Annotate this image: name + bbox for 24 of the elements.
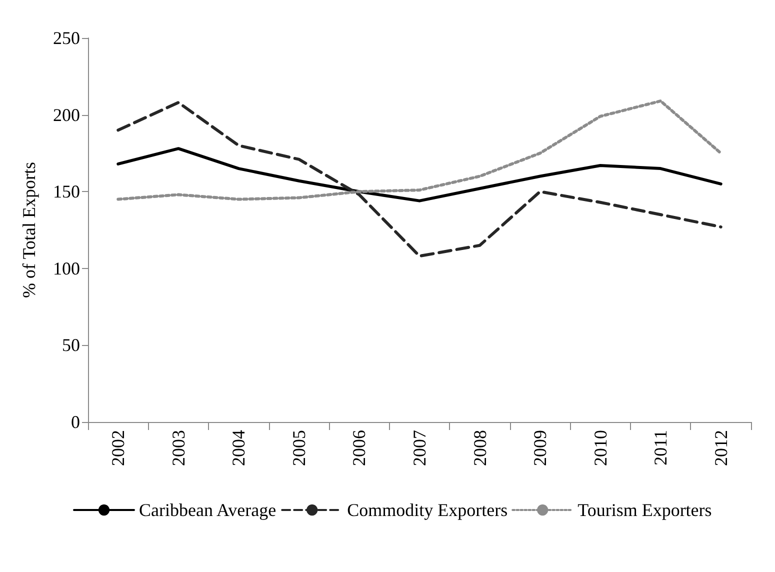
legend-label: Commodity Exporters xyxy=(347,500,508,520)
x-tick-label: 2009 xyxy=(530,430,550,466)
y-tick-label: 200 xyxy=(53,104,80,125)
line-series xyxy=(116,99,722,201)
y-tick-label: 150 xyxy=(53,182,80,202)
x-tick-label: 2004 xyxy=(228,430,249,466)
line-series xyxy=(116,101,722,258)
x-tick-label: 2011 xyxy=(650,430,671,466)
y-tick-label: 250 xyxy=(53,28,80,48)
x-tick-label: 2005 xyxy=(288,430,309,466)
y-tick-label: 50 xyxy=(62,335,80,356)
x-tick-label: 2002 xyxy=(108,430,128,466)
y-tick-label: 100 xyxy=(53,258,80,278)
legend-label: Caribbean Average xyxy=(139,500,276,520)
x-tick-label: 2007 xyxy=(410,430,430,466)
x-tick-label: 2010 xyxy=(590,430,610,466)
x-tick-label: 2006 xyxy=(349,430,370,466)
y-tick-label: 0 xyxy=(71,412,80,432)
x-tick-label: 2012 xyxy=(710,430,731,466)
x-tick-label: 2003 xyxy=(168,430,188,466)
x-tick-label: 2008 xyxy=(470,430,490,466)
line-series xyxy=(116,147,722,202)
y-axis-title: % of Total Exports xyxy=(19,162,39,298)
legend-label: Tourism Exporters xyxy=(578,500,712,520)
